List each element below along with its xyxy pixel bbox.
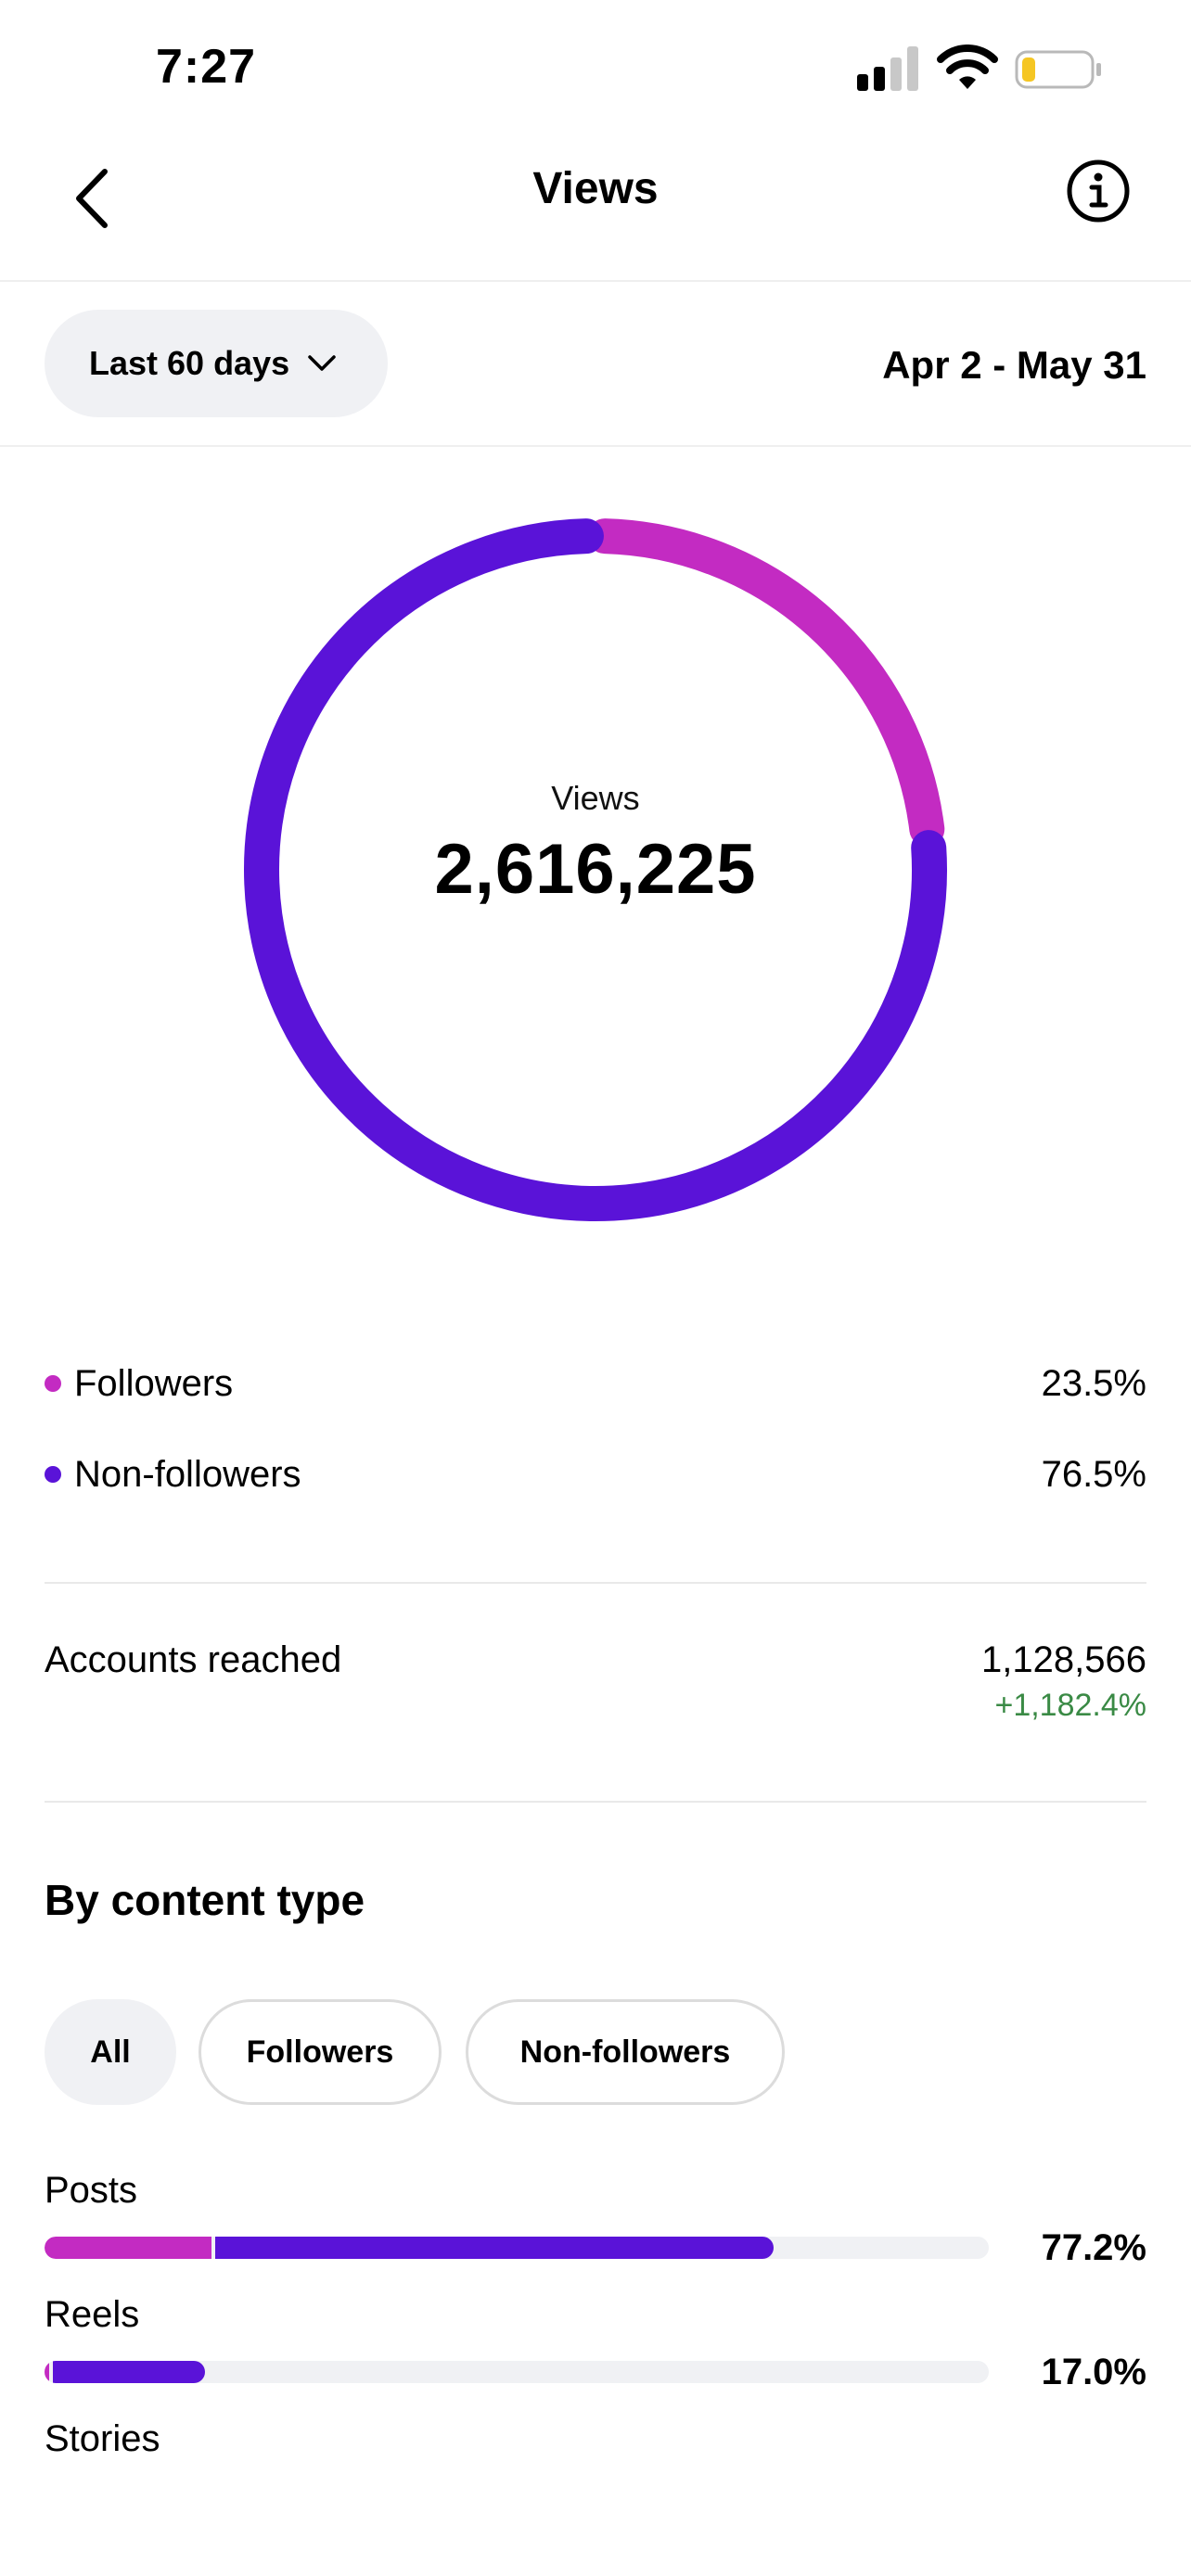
divider: [45, 1801, 1146, 1803]
non-followers-dot-icon: [45, 1466, 61, 1483]
legend-item-non-followers: Non-followers 76.5%: [45, 1447, 1146, 1502]
reels-followers-bar: [45, 2361, 50, 2383]
signal-icon: [857, 46, 918, 91]
reels-bar-track: [45, 2361, 989, 2383]
header: Views: [0, 130, 1191, 282]
accounts-reached-label: Accounts reached: [45, 1639, 342, 1680]
filter-non-followers[interactable]: Non-followers: [466, 1999, 785, 2105]
chevron-down-icon: [308, 355, 336, 371]
filter-all[interactable]: All: [45, 1999, 176, 2105]
donut-center-label: Views: [551, 779, 640, 817]
legend-value: 76.5%: [1041, 1453, 1146, 1495]
content-type-posts-label: Posts: [45, 2170, 138, 2211]
accounts-reached-change: +1,182.4%: [994, 1688, 1146, 1723]
status-time: 7:27: [156, 40, 257, 94]
page-title: Views: [532, 164, 659, 213]
legend-label: Non-followers: [74, 1453, 301, 1495]
date-range-dropdown-label: Last 60 days: [89, 344, 290, 382]
accounts-reached-value: 1,128,566: [981, 1639, 1146, 1680]
posts-followers-bar: [45, 2237, 212, 2259]
chevron-left-icon: [76, 169, 108, 228]
reels-non-followers-bar: [53, 2361, 206, 2383]
reels-percent: 17.0%: [1041, 2352, 1146, 2392]
battery-icon: [1015, 50, 1101, 89]
wifi-icon: [937, 45, 998, 89]
filter-followers[interactable]: Followers: [198, 1999, 442, 2105]
posts-non-followers-bar: [215, 2237, 774, 2259]
section-title: By content type: [45, 1876, 365, 1924]
donut-slice-non-followers: [244, 518, 947, 1221]
donut-slice-followers: [587, 518, 945, 848]
posts-bar-track: [45, 2237, 989, 2259]
posts-percent: 77.2%: [1041, 2227, 1146, 2268]
date-range-dropdown[interactable]: Last 60 days: [45, 310, 388, 417]
back-button[interactable]: [59, 161, 124, 236]
views-donut-chart: [244, 518, 947, 1221]
legend-item-followers: Followers 23.5%: [45, 1356, 1146, 1411]
range-row: Last 60 days Apr 2 - May 31: [0, 282, 1191, 447]
content-type-reels-label: Reels: [45, 2294, 140, 2335]
info-icon[interactable]: [1065, 158, 1132, 224]
followers-dot-icon: [45, 1375, 61, 1392]
legend-value: 23.5%: [1041, 1362, 1146, 1404]
divider: [45, 1582, 1146, 1584]
status-bar: 7:27: [0, 0, 1191, 130]
total-views-value: 2,616,225: [434, 830, 757, 909]
content-type-stories-label: Stories: [45, 2418, 160, 2459]
legend-label: Followers: [74, 1362, 234, 1404]
date-range-text: Apr 2 - May 31: [882, 343, 1146, 387]
